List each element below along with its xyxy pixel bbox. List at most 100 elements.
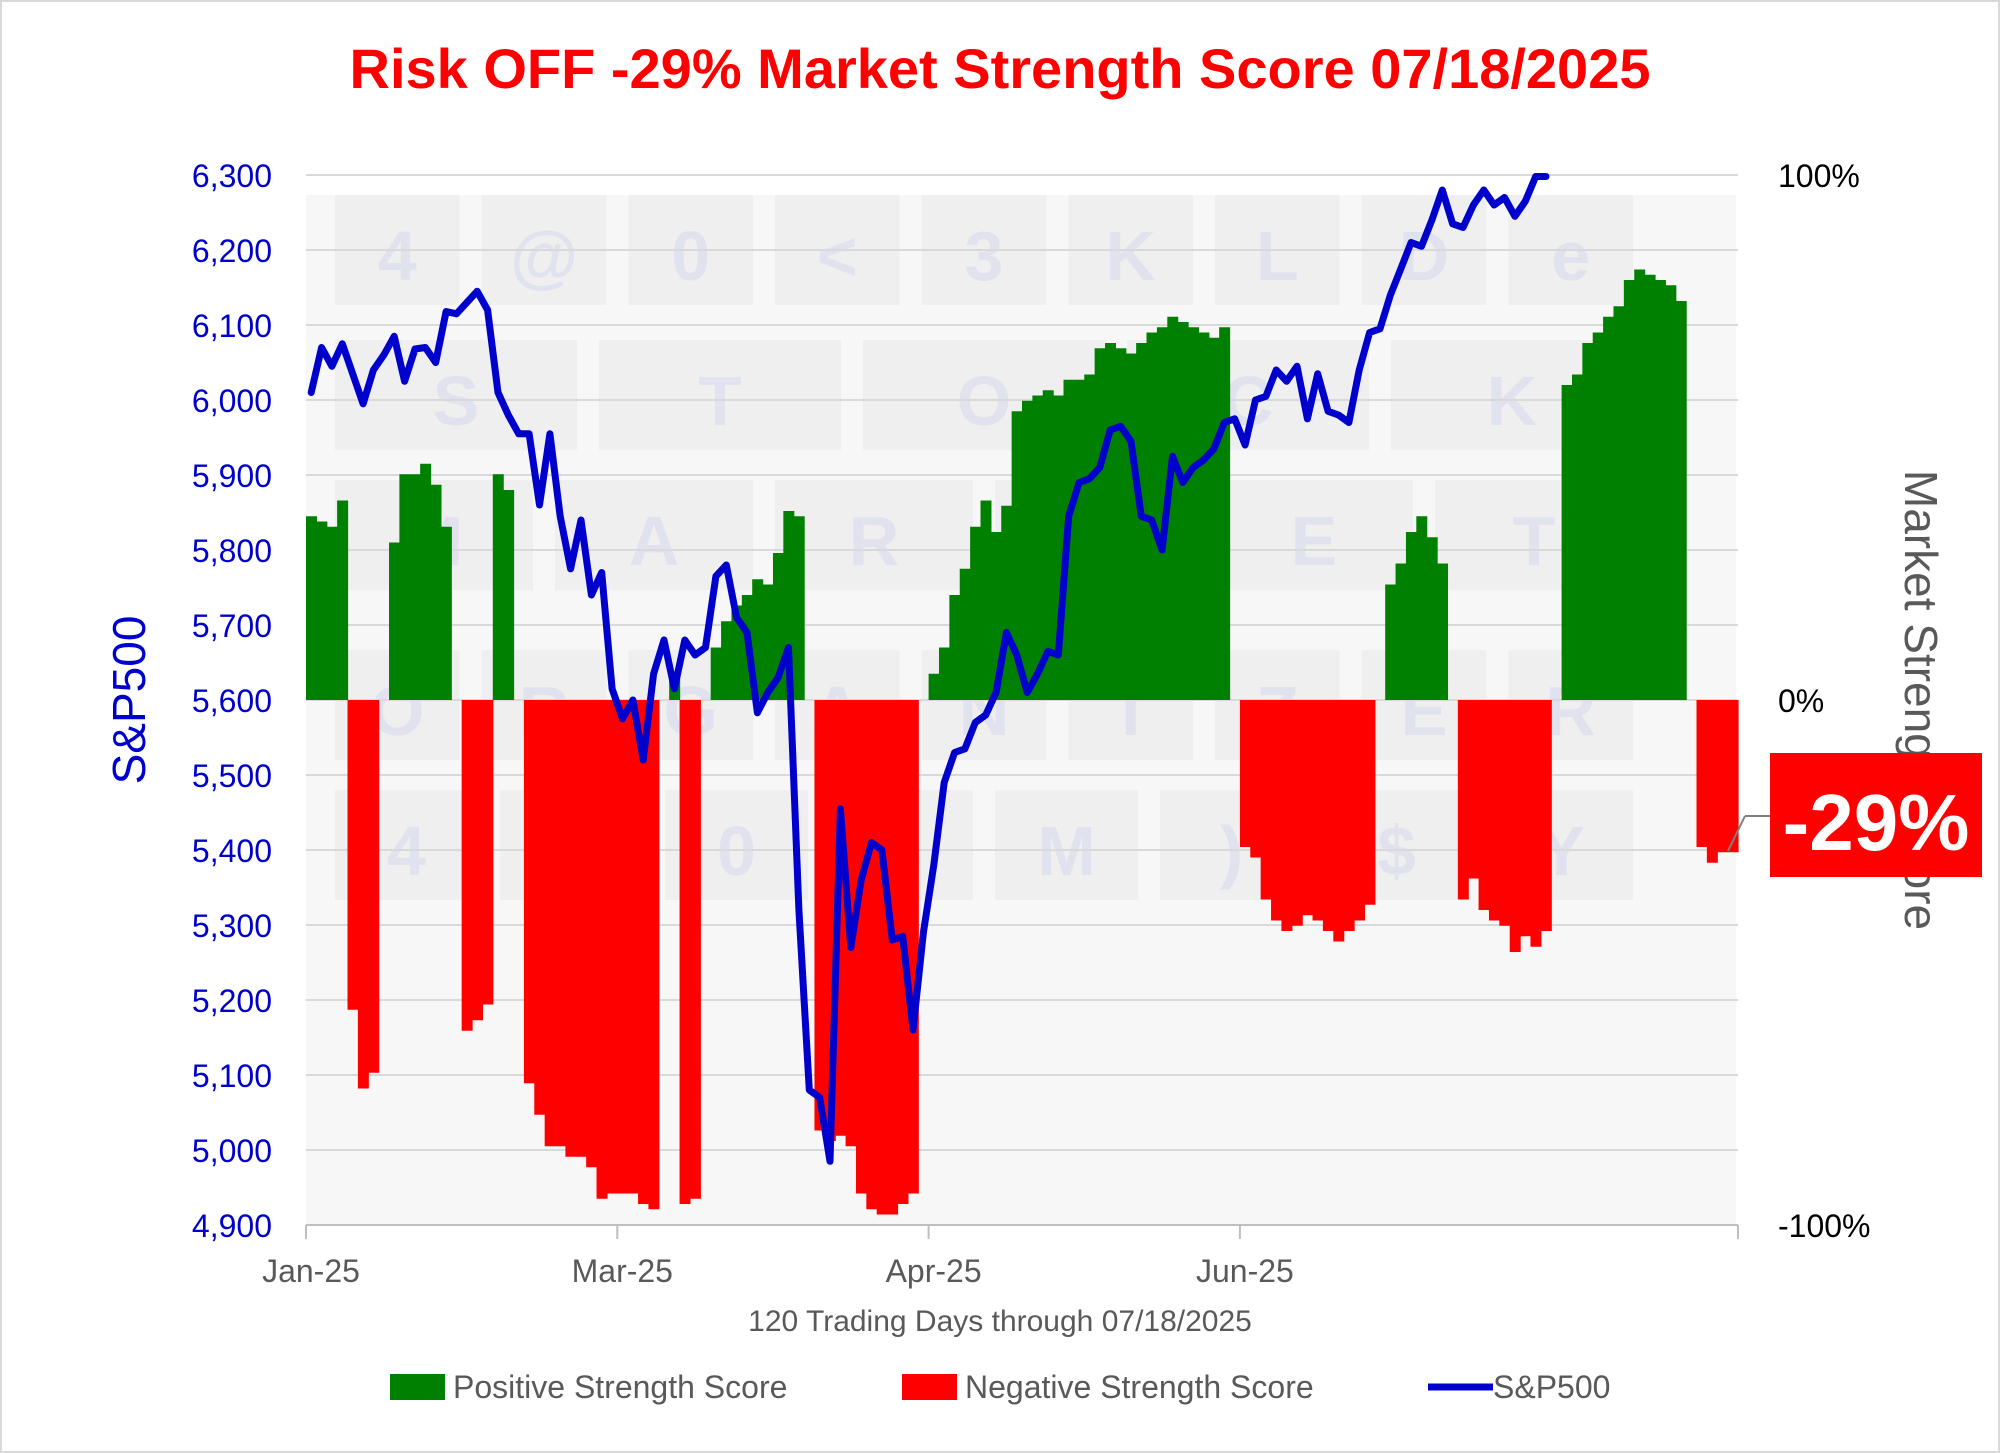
legend-negative: Negative Strength Score	[902, 1369, 1314, 1405]
watermark-letter: E	[1291, 502, 1338, 580]
left-tick-label: 6,300	[192, 158, 272, 194]
positive-strength-bar	[1613, 306, 1625, 700]
positive-strength-bar	[1032, 395, 1044, 700]
positive-strength-bar	[1115, 348, 1127, 700]
positive-strength-bar	[1623, 280, 1635, 700]
watermark-tile	[775, 480, 973, 590]
negative-strength-bar	[679, 700, 691, 1204]
negative-strength-bar	[1530, 700, 1542, 947]
current-score-label: -29%	[1783, 778, 1970, 867]
watermark-letter: 3	[965, 217, 1004, 295]
negative-strength-bar	[1312, 700, 1324, 921]
positive-strength-bar	[959, 568, 971, 700]
positive-strength-bar	[1592, 332, 1604, 700]
negative-strength-bar	[1488, 700, 1500, 921]
positive-strength-bar	[1167, 316, 1179, 700]
negative-strength-bar	[1717, 700, 1729, 853]
positive-strength-bar	[430, 484, 442, 700]
positive-strength-bar	[306, 516, 317, 700]
left-tick-label: 5,800	[192, 533, 272, 569]
watermark-tile	[335, 340, 577, 450]
positive-strength-bar	[326, 526, 338, 700]
positive-strength-bar	[492, 474, 504, 700]
negative-strength-bar	[1727, 700, 1739, 853]
positive-strength-bar	[1042, 390, 1054, 700]
positive-strength-bar	[1001, 505, 1013, 700]
positive-strength-bar	[772, 553, 784, 700]
negative-strength-bar	[347, 700, 359, 1010]
positive-strength-bar	[1094, 348, 1106, 700]
positive-strength-bar	[440, 526, 452, 700]
negative-strength-bar	[1354, 700, 1366, 921]
positive-strength-bar	[399, 474, 411, 700]
left-tick-label: 4,900	[192, 1208, 272, 1244]
watermark-letter: K	[1105, 217, 1156, 295]
positive-strength-bar	[1146, 332, 1158, 700]
legend-label: Positive Strength Score	[453, 1369, 787, 1405]
left-tick-label: 5,000	[192, 1133, 272, 1169]
negative-strength-bar	[1281, 700, 1293, 931]
negative-strength-bar	[617, 700, 629, 1194]
positive-strength-bar	[752, 579, 764, 700]
positive-strength-bar	[1665, 285, 1677, 700]
positive-strength-bar	[1571, 374, 1583, 700]
positive-strength-bar	[970, 526, 982, 700]
negative-strength-bar	[1457, 700, 1469, 900]
negative-strength-bar	[866, 700, 878, 1210]
negative-strength-bar	[876, 700, 888, 1215]
current-score-badge: -29%	[1727, 753, 1982, 877]
watermark-letter: R	[849, 502, 900, 580]
x-tick-label: Apr-25	[886, 1253, 982, 1289]
negative-strength-bar	[357, 700, 369, 1089]
positive-strength-bar	[1416, 516, 1428, 700]
positive-strength-bar	[1426, 537, 1438, 700]
watermark-letter: L	[1256, 217, 1299, 295]
positive-strength-bar	[409, 474, 421, 700]
negative-strength-bar	[523, 700, 535, 1084]
left-axis-title: S&P500	[103, 616, 155, 785]
positive-strength-bar	[1561, 385, 1573, 700]
x-tick-label: Jun-25	[1196, 1253, 1294, 1289]
negative-strength-bar	[1364, 700, 1376, 905]
negative-strength-bar	[1271, 700, 1283, 921]
left-tick-label: 5,700	[192, 608, 272, 644]
watermark-letter: @	[510, 217, 578, 295]
positive-strength-bar	[1177, 322, 1189, 700]
positive-strength-bar	[389, 542, 400, 700]
negative-strength-bar	[544, 700, 556, 1147]
negative-strength-bar	[887, 700, 899, 1215]
positive-strength-bar	[1208, 337, 1220, 700]
negative-strength-bar	[814, 700, 826, 1131]
negative-strength-bar	[368, 700, 380, 1073]
negative-strength-bar	[461, 700, 473, 1031]
left-tick-label: 6,000	[192, 383, 272, 419]
negative-strength-bar	[565, 700, 577, 1157]
left-tick-label: 5,600	[192, 683, 272, 719]
chart-title: Risk OFF -29% Market Strength Score 07/1…	[350, 37, 1651, 100]
positive-strength-bar	[1644, 274, 1656, 700]
negative-strength-bar	[1478, 700, 1490, 910]
negative-strength-bar	[1706, 700, 1718, 863]
negative-strength-bar	[1499, 700, 1511, 926]
positive-strength-bar	[721, 621, 733, 700]
right-tick-label: 0%	[1778, 683, 1824, 719]
negative-strength-bar	[1250, 700, 1262, 858]
negative-strength-bar	[1468, 700, 1480, 879]
positive-strength-bar	[731, 605, 743, 700]
negative-strength-bar	[1291, 700, 1303, 926]
negative-strength-bar	[596, 700, 608, 1199]
positive-strength-bar	[1437, 563, 1449, 700]
negative-strength-bar	[555, 700, 567, 1147]
positive-strength-bar	[1105, 343, 1116, 700]
watermark-tile	[599, 340, 841, 450]
positive-strength-bar	[710, 647, 722, 700]
left-tick-label: 5,400	[192, 833, 272, 869]
strength-bars	[306, 269, 1739, 1215]
negative-strength-bar	[534, 700, 546, 1115]
positive-strength-bar	[1582, 343, 1594, 700]
positive-strength-bar	[1634, 269, 1646, 700]
positive-strength-bar	[1654, 280, 1666, 700]
positive-strength-bar	[1053, 395, 1065, 700]
negative-strength-bar	[824, 700, 836, 1141]
